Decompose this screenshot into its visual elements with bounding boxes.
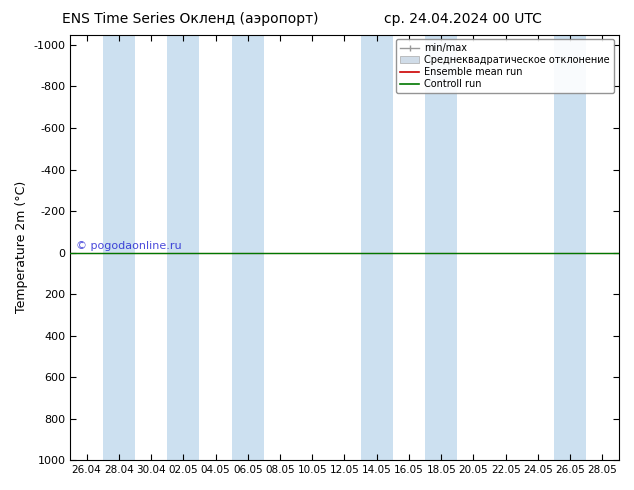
Bar (554, 35, 586, 460)
Bar (231, 35, 264, 460)
Legend: min/max, Среднеквадратическое отклонение, Ensemble mean run, Controll run: min/max, Среднеквадратическое отклонение… (396, 40, 614, 93)
Text: ср. 24.04.2024 00 UTC: ср. 24.04.2024 00 UTC (384, 12, 542, 26)
Bar (361, 35, 393, 460)
Y-axis label: Temperature 2m (°C): Temperature 2m (°C) (15, 181, 28, 314)
Bar (103, 35, 135, 460)
Bar (167, 35, 200, 460)
Text: ENS Time Series Окленд (аэропорт): ENS Time Series Окленд (аэропорт) (62, 12, 318, 26)
Text: © pogodaonline.ru: © pogodaonline.ru (76, 241, 181, 251)
Bar (425, 35, 457, 460)
